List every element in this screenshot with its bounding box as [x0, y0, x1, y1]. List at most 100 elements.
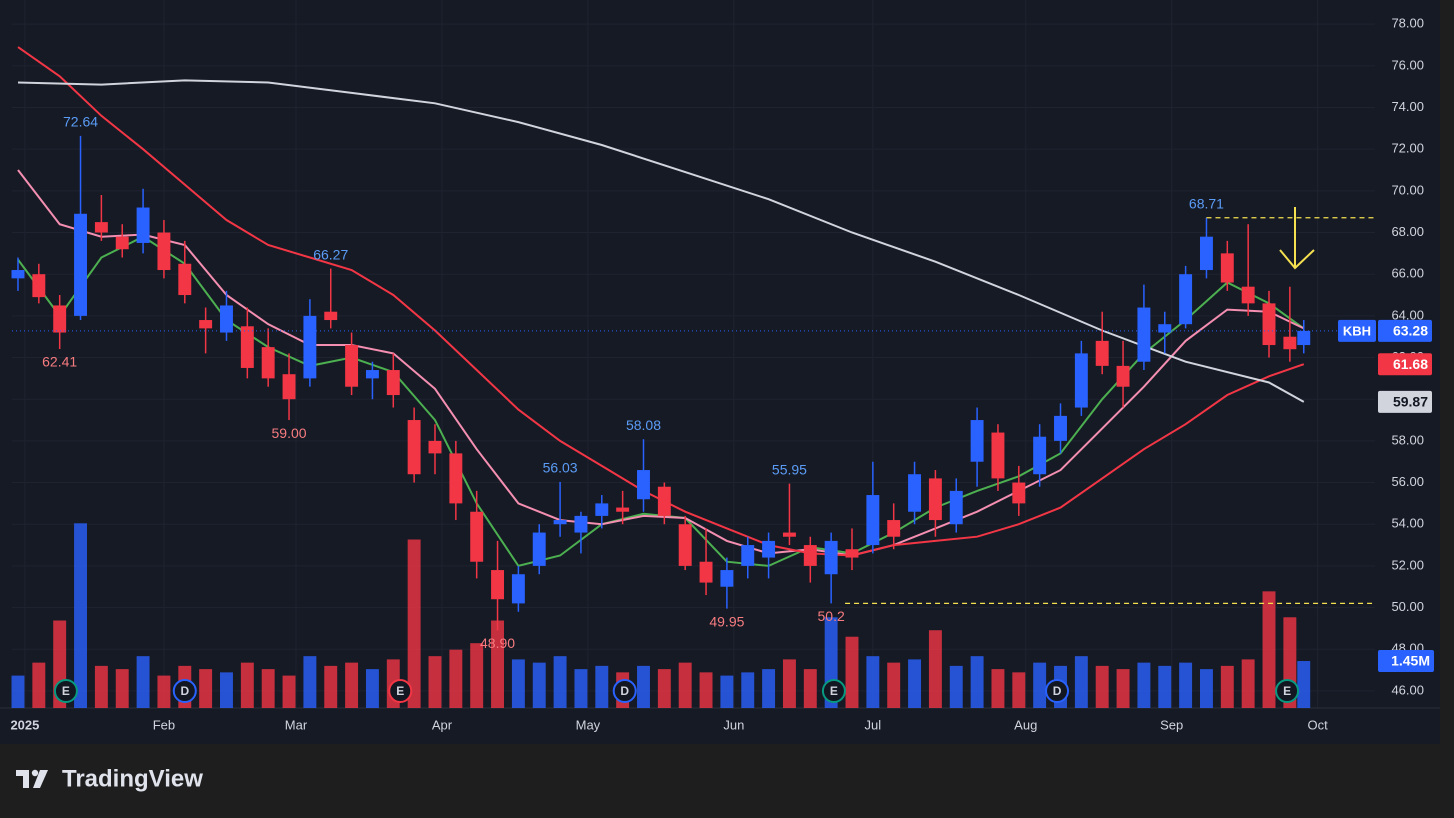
- volume-bar: [261, 669, 275, 708]
- candle-body: [511, 574, 525, 604]
- candle-body: [720, 570, 734, 587]
- volume-bar: [345, 662, 359, 708]
- candle-body: [32, 274, 46, 298]
- y-tick-label: 58.00: [1391, 432, 1424, 447]
- volume-bar: [470, 643, 484, 708]
- volume-bar: [928, 630, 942, 708]
- y-tick-label: 76.00: [1391, 57, 1424, 72]
- volume-bar: [1262, 591, 1276, 708]
- candle-body: [1297, 330, 1311, 346]
- candle-body: [1095, 340, 1109, 366]
- candle-body: [1179, 274, 1193, 325]
- event-marker: [388, 679, 413, 703]
- volume-bar: [908, 659, 922, 708]
- candle-body: [261, 347, 275, 379]
- candle-body: [428, 440, 442, 454]
- extreme-label: 72.64: [63, 114, 98, 130]
- candle-body: [53, 305, 67, 333]
- volume-bar: [1297, 661, 1311, 708]
- volume-bar: [1137, 662, 1151, 708]
- y-tick-label: 70.00: [1391, 182, 1424, 197]
- event-label: E: [830, 684, 838, 698]
- extreme-label: 68.71: [1189, 195, 1224, 211]
- candle-body: [1074, 353, 1088, 408]
- volume-bar: [1220, 665, 1234, 708]
- candle-body: [803, 545, 817, 566]
- volume-tag-label: 1.45M: [1391, 653, 1430, 669]
- x-tick-label: Oct: [1308, 717, 1329, 732]
- volume-bar: [1012, 672, 1026, 708]
- volume-bar: [491, 620, 505, 708]
- volume-bar: [199, 669, 213, 708]
- volume-tag: [1378, 650, 1434, 673]
- volume-bar: [532, 662, 546, 708]
- y-tick-label: 54.00: [1391, 516, 1424, 531]
- candle-body: [637, 470, 650, 500]
- candle-body: [1012, 482, 1026, 504]
- candle-body: [365, 370, 379, 379]
- candle-body: [199, 320, 213, 329]
- y-tick-label: 78.00: [1391, 16, 1424, 31]
- candle-body: [491, 570, 505, 600]
- candle-body: [928, 478, 942, 521]
- volume-bar: [1074, 656, 1088, 708]
- x-tick-label: 2025: [10, 717, 39, 732]
- volume-bar: [32, 662, 46, 708]
- extreme-label: 55.95: [772, 461, 807, 477]
- candle-body: [553, 520, 567, 525]
- volume-bar: [845, 636, 859, 708]
- volume-bar: [553, 656, 567, 708]
- volume-bar: [991, 669, 1005, 708]
- candle-body: [11, 270, 25, 279]
- candle-body: [74, 213, 87, 316]
- price-tag-label: 61.68: [1393, 356, 1428, 372]
- volume-bar: [449, 649, 463, 708]
- volume-bar: [74, 523, 87, 708]
- candle-body: [470, 511, 484, 562]
- x-tick-label: Aug: [1014, 717, 1037, 732]
- brand: TradingView: [62, 765, 203, 792]
- candle-body: [240, 326, 254, 368]
- volume-bar: [240, 662, 254, 708]
- event-marker: [612, 679, 637, 703]
- x-tick-label: May: [576, 717, 601, 732]
- volume-bar: [407, 539, 421, 708]
- candle-body: [1262, 303, 1276, 346]
- price-tag: [1378, 319, 1432, 342]
- layers: 46.0048.0050.0052.0054.0056.0058.0060.00…: [0, 0, 1440, 732]
- candle-body: [616, 507, 630, 512]
- candle-body: [657, 486, 671, 516]
- candle-body: [532, 532, 546, 566]
- volume-bar: [595, 665, 609, 708]
- candle-body: [991, 432, 1005, 479]
- candle-body: [887, 520, 901, 537]
- x-tick-label: Apr: [432, 717, 453, 732]
- candle-body: [970, 420, 984, 462]
- candle-body: [324, 311, 338, 321]
- volume-bar: [324, 665, 338, 708]
- candle-body: [678, 524, 692, 566]
- volume-bar: [949, 665, 963, 708]
- event-label: E: [62, 684, 70, 698]
- candle-body: [157, 232, 171, 271]
- volume-bar: [699, 672, 713, 708]
- event-label: D: [180, 684, 189, 698]
- x-tick-label: Jul: [865, 717, 882, 732]
- event-marker: [1275, 679, 1300, 703]
- candle-body: [220, 305, 233, 333]
- extreme-label: 59.00: [272, 425, 307, 441]
- volume-bar: [657, 669, 671, 708]
- candle-body: [407, 420, 421, 475]
- candle-body: [1241, 286, 1255, 304]
- volume-bar: [1033, 662, 1047, 708]
- volume-bar: [1116, 669, 1130, 708]
- volume-bar: [136, 656, 150, 708]
- volume-bar: [720, 675, 734, 708]
- extreme-label: 48.90: [480, 635, 515, 651]
- candle-body: [845, 549, 859, 558]
- event-label: D: [1053, 684, 1062, 698]
- volume-bar: [866, 656, 880, 708]
- price-tag-label: 63.28: [1393, 323, 1428, 339]
- y-tick-label: 68.00: [1391, 224, 1424, 239]
